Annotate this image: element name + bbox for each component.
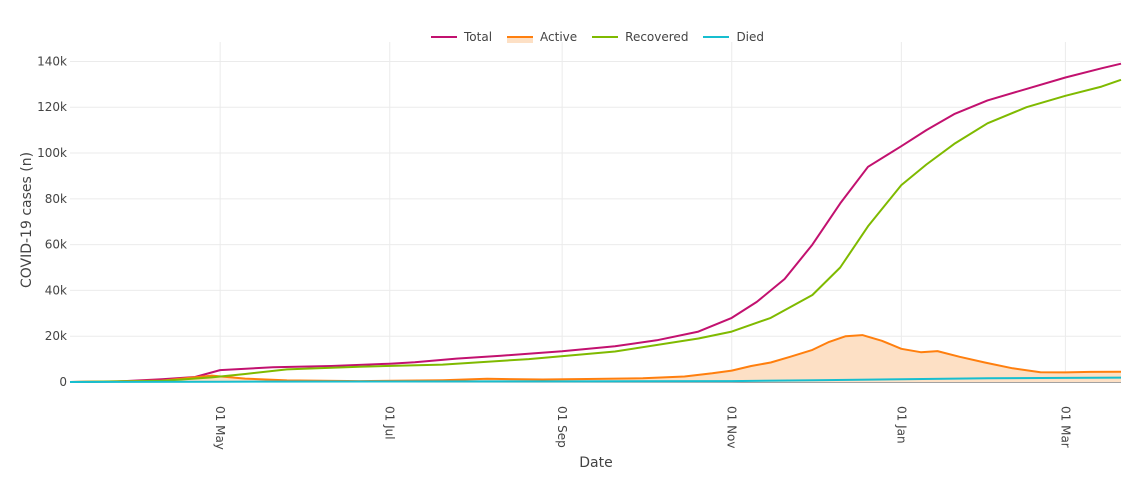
y-tick-label: 80k	[45, 192, 67, 206]
y-tick-label: 60k	[45, 238, 67, 252]
x-axis-ticks: 01 May 01 Jul 01 Sep 01 Nov 01 Jan 01 Mar	[213, 406, 1072, 450]
grid	[70, 42, 1121, 383]
legend-item-recovered[interactable]: Recovered	[591, 30, 688, 44]
legend-item-active[interactable]: Active	[506, 30, 577, 44]
x-tick-label: 01 Sep	[555, 406, 569, 448]
x-tick-label: 01 Mar	[1058, 406, 1072, 448]
legend-swatch	[431, 36, 457, 38]
y-tick-label: 0	[59, 375, 67, 389]
legend-item-total[interactable]: Total	[430, 30, 492, 44]
legend-swatch	[592, 36, 619, 38]
area-fills	[70, 335, 1121, 382]
x-tick-label: 01 Nov	[725, 406, 739, 449]
y-tick-label: 120k	[37, 100, 67, 114]
y-axis-title: COVID-19 cases (n)	[19, 152, 35, 288]
y-axis-ticks: 0 20k 40k 60k 80k 100k 120k 140k	[37, 54, 67, 389]
legend-swatch	[507, 36, 534, 43]
legend-item-died[interactable]: Died	[702, 30, 764, 44]
y-tick-label: 20k	[45, 329, 67, 343]
legend: Total Active Recovered Died	[430, 30, 778, 44]
series-lines	[69, 62, 1122, 383]
series-died-line	[69, 376, 1122, 383]
legend-label: Active	[540, 30, 578, 44]
x-tick-label: 01 Jul	[383, 406, 397, 440]
y-tick-label: 100k	[37, 146, 67, 160]
legend-label: Total	[464, 30, 493, 44]
x-tick-label: 01 May	[213, 406, 227, 450]
series-total-line	[69, 62, 1122, 383]
legend-swatch	[703, 36, 730, 38]
x-axis-title: Date	[579, 455, 612, 471]
y-tick-label: 40k	[45, 283, 67, 297]
series-active-area	[70, 335, 1121, 382]
y-tick-label: 140k	[37, 54, 67, 68]
x-tick-label: 01 Jan	[894, 406, 908, 444]
legend-label: Recovered	[625, 30, 689, 44]
series-recovered-line	[69, 78, 1122, 383]
legend-label: Died	[736, 30, 765, 44]
